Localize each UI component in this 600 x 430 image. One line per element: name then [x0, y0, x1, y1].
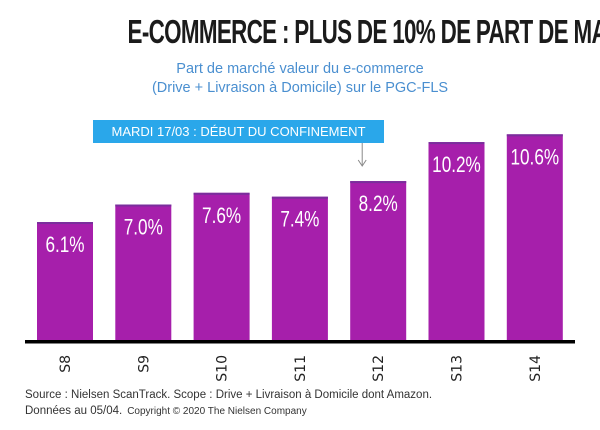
data-label: 10.6% [510, 145, 559, 170]
x-tick-label: S8 [58, 355, 74, 373]
bar-top-edge [115, 204, 172, 207]
x-tick-label: S14 [528, 355, 544, 382]
data-label: 8.2% [359, 192, 398, 217]
data-label: 10.2% [432, 153, 481, 178]
bar-S12 [350, 181, 407, 341]
bar-top-edge [193, 192, 250, 195]
x-tick-label: S11 [293, 355, 309, 382]
copyright-note: Copyright © 2020 The Nielsen Company [127, 406, 307, 417]
x-tick-label: S13 [450, 355, 466, 382]
annotation-arrowhead-icon [357, 159, 367, 167]
bar-S10 [193, 192, 250, 341]
x-axis-line [25, 340, 575, 344]
bar-top-edge [506, 134, 563, 137]
chart-subtitle-line1: Part de marché valeur du e-commerce [176, 61, 424, 77]
data-label: 6.1% [45, 233, 84, 258]
bar-top-edge [271, 196, 328, 199]
bar-S11 [271, 196, 328, 341]
footer-line2: Données au 05/04. Copyright © 2020 The Ni… [25, 404, 307, 419]
x-tick-label: S12 [371, 355, 387, 382]
chart-subtitle-line2: (Drive + Livraison à Domicile) sur le PG… [151, 80, 449, 96]
chart-title: E-COMMERCE : PLUS DE 10% DE PART DE MARC… [127, 13, 600, 50]
bar-S13 [428, 142, 485, 341]
data-label: 7.4% [280, 208, 319, 233]
chart-title-container: E-COMMERCE : PLUS DE 10% DE PART DE MARC… [0, 12, 600, 52]
bar-S9 [115, 204, 172, 341]
source-note: Source : Nielsen ScanTrack. Scope : Driv… [25, 389, 433, 401]
bar-S14 [506, 134, 563, 341]
x-tick-label: S9 [136, 355, 152, 373]
bar-top-edge [350, 181, 407, 184]
data-label: 7.0% [124, 216, 163, 241]
lockdown-annotation: MARDI 17/03 : DÉBUT DU CONFINEMENT [93, 120, 384, 143]
x-tick-label: S10 [215, 355, 231, 382]
bar-top-edge [37, 222, 93, 225]
data-date-note: Données au 05/04. [25, 405, 123, 417]
bar-S8 [37, 222, 93, 341]
data-label: 7.6% [202, 204, 241, 229]
bar-top-edge [428, 142, 485, 145]
